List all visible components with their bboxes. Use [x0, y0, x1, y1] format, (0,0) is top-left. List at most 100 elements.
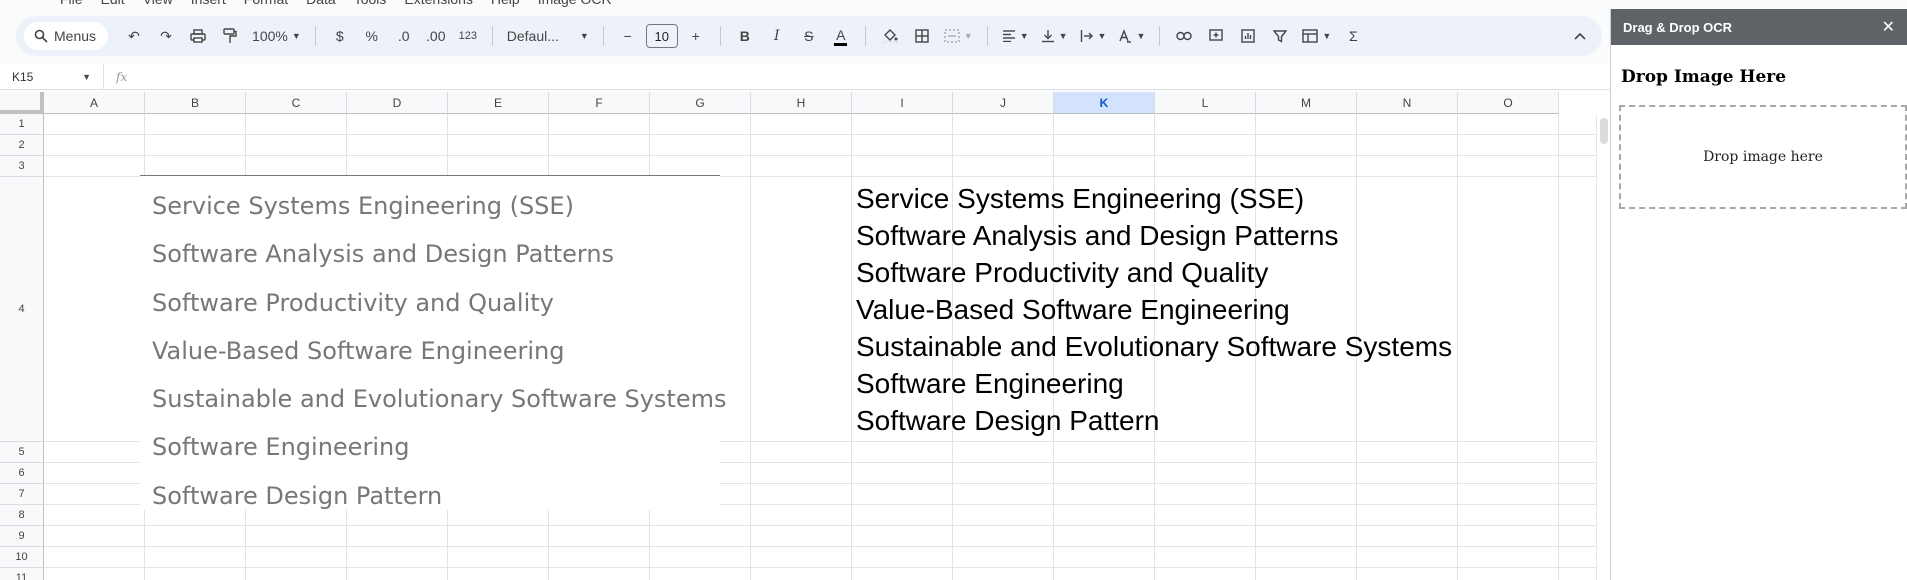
row-header-6[interactable]: 6 — [0, 463, 44, 484]
row-header-5[interactable]: 5 — [0, 442, 44, 463]
menu-item-format[interactable]: Format — [244, 0, 288, 7]
font-value: Defaul... — [506, 28, 559, 44]
insert-comment-icon[interactable] — [1202, 22, 1230, 50]
image-text-line: Software Design Pattern — [152, 481, 443, 510]
menu-item-help[interactable]: Help — [491, 0, 520, 7]
collapse-toolbar-icon[interactable] — [1566, 22, 1594, 50]
row-header-4[interactable]: 4 — [0, 177, 44, 442]
redo-icon[interactable]: ↷ — [160, 27, 172, 44]
filter-views-icon[interactable]: ▼ — [1298, 22, 1335, 50]
image-text-line: Sustainable and Evolutionary Software Sy… — [152, 385, 727, 414]
row-header-3[interactable]: 3 — [0, 156, 44, 177]
text-wrap-icon[interactable]: ▼ — [1076, 22, 1111, 50]
column-header-m[interactable]: M — [1256, 92, 1357, 114]
font-size-decrease-button[interactable]: − — [623, 28, 632, 44]
percent-button[interactable]: % — [365, 28, 378, 44]
print-icon[interactable] — [184, 22, 212, 50]
chevron-down-icon: ▼ — [82, 71, 91, 82]
column-header-n[interactable]: N — [1357, 92, 1458, 114]
image-dropzone[interactable]: Drop image here — [1619, 105, 1907, 209]
column-header-b[interactable]: B — [145, 92, 246, 114]
column-gridline — [750, 114, 751, 580]
number-format-button[interactable]: 123 — [454, 22, 482, 50]
image-text-line: Service Systems Engineering (SSE) — [152, 192, 574, 220]
menu-item-data[interactable]: Data — [306, 0, 336, 7]
column-header-i[interactable]: I — [852, 92, 953, 114]
column-header-g[interactable]: G — [650, 92, 751, 114]
image-text-line: Software Productivity and Quality — [152, 288, 554, 317]
image-text-line: Value-Based Software Engineering — [152, 336, 565, 365]
decrease-decimal-label: .0 — [397, 28, 410, 44]
bold-button[interactable]: B — [739, 28, 750, 44]
vertical-align-icon[interactable]: ▼ — [1037, 22, 1072, 50]
row-header-1[interactable]: 1 — [0, 114, 44, 135]
increase-decimal-label: .00 — [426, 28, 446, 44]
column-header-c[interactable]: C — [246, 92, 347, 114]
row-header-7[interactable]: 7 — [0, 484, 44, 505]
formula-input[interactable] — [137, 67, 1610, 87]
menu-item-file[interactable]: File — [60, 0, 83, 7]
decrease-decimal-button[interactable]: .0 — [390, 22, 418, 50]
column-header-a[interactable]: A — [44, 92, 145, 114]
cell-i4-text[interactable]: Service Systems Engineering (SSE) Softwar… — [856, 180, 1556, 439]
column-gridline — [1154, 114, 1155, 580]
font-size-increase-button[interactable]: + — [691, 28, 700, 44]
column-gridline — [1053, 114, 1054, 580]
row-gridline — [44, 462, 1596, 463]
name-box[interactable]: K15 ▼ — [0, 63, 104, 90]
fill-color-icon[interactable] — [876, 22, 904, 50]
menu-item-view[interactable]: View — [143, 0, 173, 7]
zoom-select[interactable]: 100% ▼ — [248, 22, 305, 50]
drop-heading: Drop Image Here — [1621, 67, 1787, 87]
currency-button[interactable]: $ — [335, 28, 344, 44]
name-box-value: K15 — [12, 69, 34, 84]
column-header-k[interactable]: K — [1054, 92, 1155, 114]
filter-icon[interactable] — [1266, 22, 1294, 50]
column-header-o[interactable]: O — [1458, 92, 1559, 114]
menu-item-tools[interactable]: Tools — [354, 0, 387, 7]
functions-button[interactable]: Σ — [1348, 28, 1358, 44]
cell-text-line: Software Analysis and Design Patterns — [856, 220, 1339, 251]
vertical-scrollbar[interactable] — [1596, 114, 1610, 580]
increase-decimal-button[interactable]: .00 — [422, 22, 450, 50]
column-gridline — [1255, 114, 1256, 580]
row-header-8[interactable]: 8 — [0, 505, 44, 526]
strikethrough-button[interactable]: S — [804, 28, 814, 44]
merge-cells-icon[interactable]: ▼ — [940, 22, 977, 50]
row-header-2[interactable]: 2 — [0, 135, 44, 156]
menu-item-insert[interactable]: Insert — [191, 0, 226, 7]
borders-icon[interactable] — [908, 22, 936, 50]
insert-chart-icon[interactable] — [1234, 22, 1262, 50]
close-icon[interactable]: ✕ — [1881, 19, 1895, 36]
column-header-d[interactable]: D — [347, 92, 448, 114]
column-header-e[interactable]: E — [448, 92, 549, 114]
row-header-9[interactable]: 9 — [0, 526, 44, 547]
column-header-f[interactable]: F — [549, 92, 650, 114]
text-color-button[interactable]: A — [827, 22, 855, 50]
text-color-label: A — [834, 27, 848, 46]
paint-format-icon[interactable] — [216, 22, 244, 50]
font-select[interactable]: Defaul... ▼ — [503, 22, 593, 50]
menu-item-edit[interactable]: Edit — [101, 0, 125, 7]
text-rotation-icon[interactable]: ▼ — [1114, 22, 1149, 50]
align-left-icon[interactable]: ▼ — [998, 22, 1033, 50]
column-header-h[interactable]: H — [751, 92, 852, 114]
row-header-10[interactable]: 10 — [0, 547, 44, 568]
select-all-corner[interactable] — [0, 92, 44, 114]
row-header-11[interactable]: 11 — [0, 568, 44, 580]
number-format-label: 123 — [458, 30, 477, 42]
row-gridline — [44, 546, 1596, 547]
pasted-image[interactable]: Service Systems Engineering (SSE) Softwar… — [140, 175, 727, 510]
menu-item-extensions[interactable]: Extensions — [404, 0, 472, 7]
column-header-l[interactable]: L — [1155, 92, 1256, 114]
scrollbar-thumb[interactable] — [1600, 118, 1608, 144]
column-header-j[interactable]: J — [953, 92, 1054, 114]
undo-icon[interactable]: ↶ — [128, 27, 140, 44]
italic-button[interactable]: I — [774, 28, 780, 44]
search-menus-button[interactable]: Menus — [24, 22, 109, 50]
menu-item-image-ocr[interactable]: Image OCR — [538, 0, 612, 7]
row-gridline — [44, 504, 1596, 505]
insert-link-icon[interactable] — [1170, 22, 1198, 50]
font-size-input[interactable]: 10 — [645, 24, 678, 48]
